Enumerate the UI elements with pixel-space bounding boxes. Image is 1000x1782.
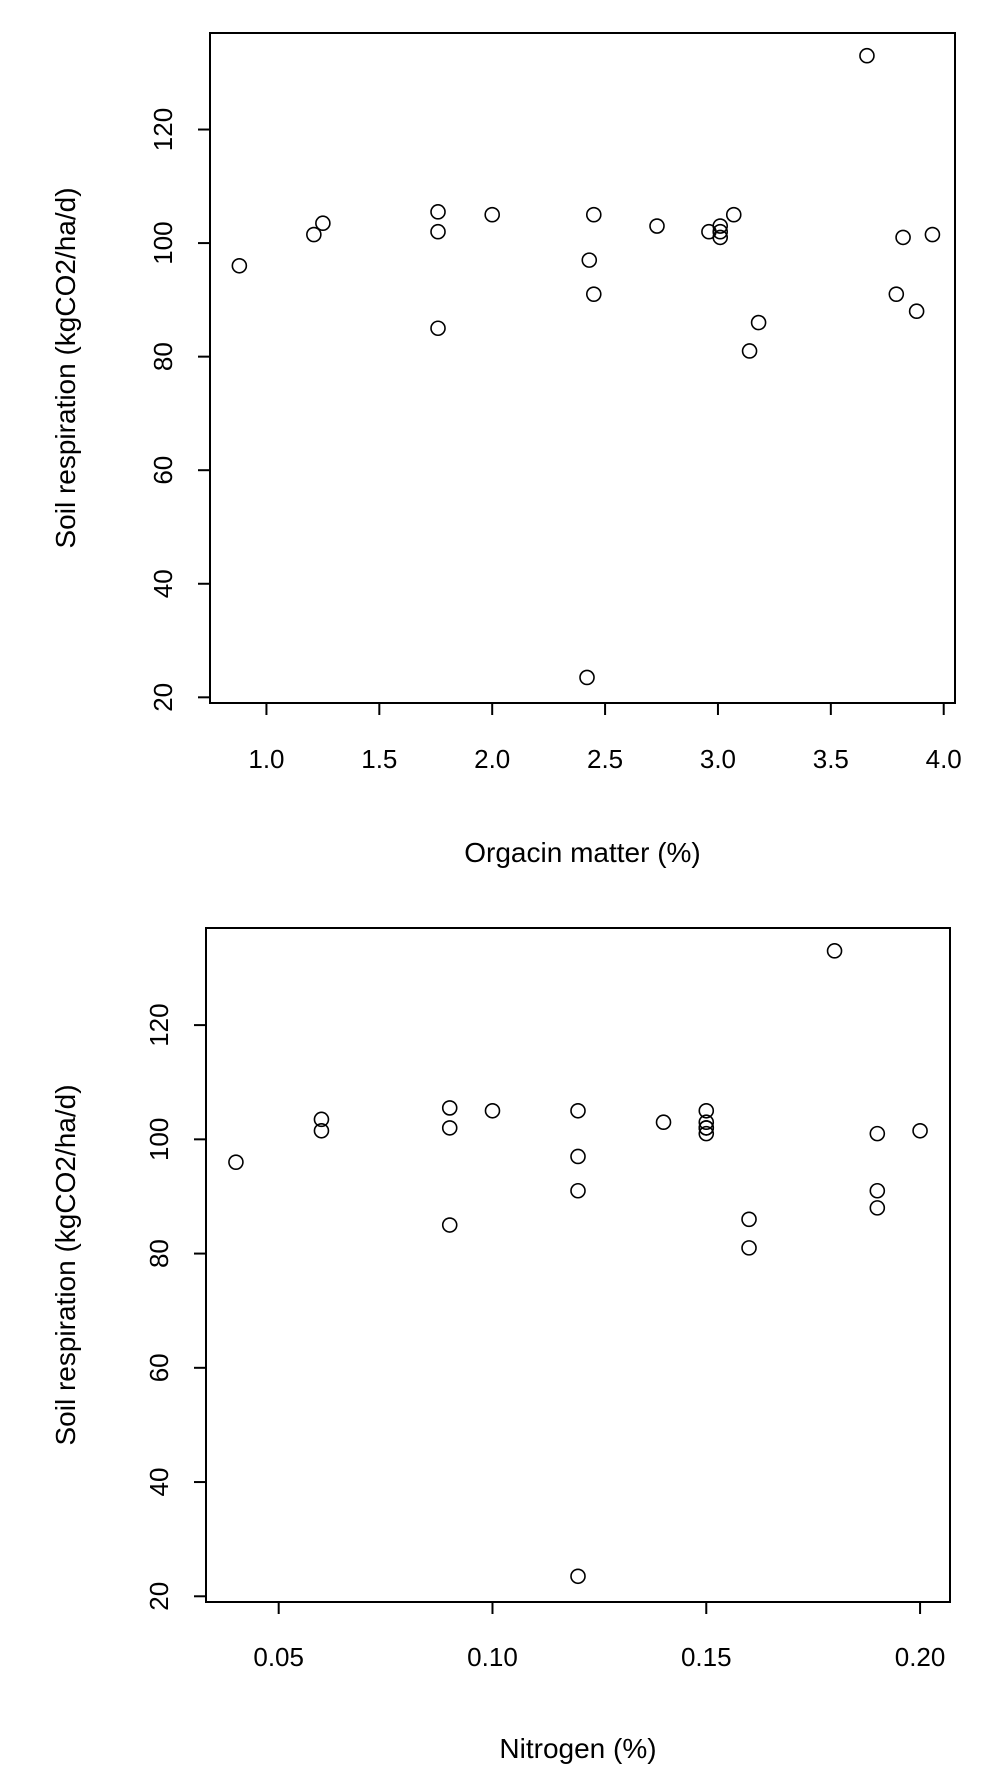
data-point	[441, 1100, 458, 1116]
data-point	[430, 320, 446, 337]
x-tick-label: 1.5	[361, 744, 397, 774]
y-tick-label: 40	[144, 1468, 174, 1497]
y-axis-title: Soil respiration (kgCO2/ha/d)	[50, 187, 81, 548]
data-point	[869, 1182, 886, 1199]
data-point	[430, 223, 446, 240]
data-point	[698, 1114, 715, 1131]
x-axis-title: Orgacin matter (%)	[464, 837, 701, 868]
data-point	[570, 1568, 586, 1585]
data-point	[826, 943, 843, 959]
data-point	[441, 1217, 458, 1233]
data-point	[228, 1154, 244, 1170]
data-point	[441, 1120, 458, 1136]
data-point	[570, 1182, 586, 1199]
data-point	[579, 669, 595, 686]
data-point	[698, 1125, 715, 1142]
x-tick-label: 3.0	[700, 744, 736, 774]
y-axis: 20 40 60 80 100 120 Soil respiration (kgCO2/h…	[50, 108, 211, 712]
data-point	[888, 286, 905, 302]
x-tick-label: 3.5	[813, 744, 849, 774]
data-point	[712, 223, 729, 240]
y-axis: 20 40 60 80 100 120 Soil respiration (kgCO2/h…	[50, 1003, 207, 1611]
data-point	[484, 206, 500, 223]
x-ticks: 0.05 0.10 0.15 0.20	[253, 1602, 945, 1672]
data-point	[712, 218, 729, 234]
data-point	[924, 226, 941, 243]
x-tick-label: 0.05	[253, 1642, 304, 1672]
y-tick-label: 20	[148, 683, 178, 712]
y-tick-label: 120	[148, 108, 178, 151]
data-point	[585, 206, 602, 223]
x-tick-label: 4.0	[926, 744, 962, 774]
data-point	[869, 1125, 886, 1142]
data-point	[741, 1211, 757, 1228]
data-point	[859, 47, 875, 64]
data-point	[750, 314, 767, 331]
data-point	[581, 252, 598, 268]
data-point	[430, 204, 446, 220]
data-point	[741, 343, 758, 359]
data-point	[741, 1240, 757, 1256]
organic-matter-scatter-chart: 1.0 1.5 2.0 2.5 3.0 3.5 4.0 Orgacin matter (%)…	[50, 32, 962, 868]
data-point	[655, 1114, 672, 1131]
data-point	[585, 286, 602, 302]
x-axis: 1.0 1.5 2.0 2.5 3.0 3.5 4.0 Orgacin matter (%)	[248, 702, 962, 868]
y-tick-label: 80	[144, 1239, 174, 1268]
data-point	[698, 1102, 715, 1119]
y-ticks: 20 40 60 80 100 120	[144, 1003, 206, 1611]
data-point	[698, 1120, 715, 1136]
data-point	[306, 226, 322, 243]
data-point	[725, 206, 742, 223]
x-ticks: 1.0 1.5 2.0 2.5 3.0 3.5 4.0	[248, 703, 962, 774]
data-point	[912, 1122, 928, 1139]
plot-frame	[205, 927, 951, 1603]
x-tick-label: 2.5	[587, 744, 623, 774]
data-point	[869, 1200, 886, 1216]
x-axis: 0.05 0.10 0.15 0.20 Nitrogen (%)	[253, 1601, 945, 1764]
x-axis-title: Nitrogen (%)	[499, 1733, 656, 1764]
data-point	[570, 1102, 586, 1119]
x-tick-label: 0.20	[895, 1642, 946, 1672]
data-point	[313, 1122, 330, 1139]
x-tick-label: 0.15	[681, 1642, 732, 1672]
data-point	[649, 218, 665, 234]
data-point	[908, 303, 925, 320]
y-tick-label: 120	[144, 1003, 174, 1046]
y-tick-label: 40	[148, 569, 178, 598]
data-point	[484, 1102, 501, 1119]
y-tick-label: 80	[148, 342, 178, 371]
y-tick-label: 100	[148, 221, 178, 264]
y-tick-label: 20	[144, 1582, 174, 1611]
y-tick-label: 100	[144, 1118, 174, 1161]
data-points	[228, 943, 928, 1585]
data-point	[570, 1148, 586, 1165]
y-tick-label: 60	[148, 456, 178, 485]
data-point	[315, 215, 331, 232]
y-ticks: 20 40 60 80 100 120	[148, 108, 210, 712]
data-point	[313, 1111, 330, 1128]
y-tick-label: 60	[144, 1353, 174, 1382]
y-axis-title: Soil respiration (kgCO2/ha/d)	[50, 1084, 81, 1445]
data-point	[712, 229, 729, 246]
data-point	[895, 229, 911, 246]
x-tick-label: 2.0	[474, 744, 510, 774]
x-tick-label: 0.10	[467, 1642, 518, 1672]
plot-frame	[209, 32, 956, 704]
data-points	[231, 47, 941, 686]
x-tick-label: 1.0	[248, 744, 284, 774]
nitrogen-scatter-chart: 0.05 0.10 0.15 0.20 Nitrogen (%) 20 40 60 80 10…	[50, 927, 951, 1764]
data-point	[231, 257, 248, 274]
